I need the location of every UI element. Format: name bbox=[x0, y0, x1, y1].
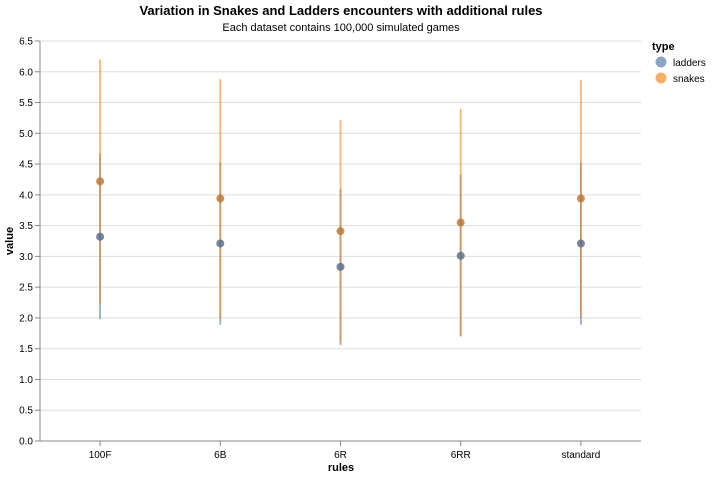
x-tick-label: 6RR bbox=[451, 450, 471, 461]
point-snakes-shade bbox=[216, 194, 225, 203]
point-ladders-shade bbox=[336, 262, 345, 271]
point-snakes bbox=[456, 218, 465, 227]
y-tick-label: 4.5 bbox=[19, 160, 33, 171]
legend-symbol-snakes bbox=[655, 72, 667, 84]
y-axis-label: value bbox=[4, 227, 16, 255]
x-tick-label: 6R bbox=[334, 450, 347, 461]
y-tick-label: 5.5 bbox=[19, 98, 33, 109]
y-tick-label: 2.5 bbox=[19, 283, 33, 294]
point-snakes-shade bbox=[576, 194, 585, 203]
y-tick-label: 1.0 bbox=[19, 375, 33, 386]
x-tick-label: standard bbox=[561, 450, 600, 461]
point-ladders-shade bbox=[96, 232, 105, 241]
y-tick-label: 6.0 bbox=[19, 67, 33, 78]
x-tick-label: 100F bbox=[89, 450, 112, 461]
y-tick-label: 4.0 bbox=[19, 190, 33, 201]
point-ladders bbox=[96, 232, 105, 241]
point-ladders-shade bbox=[216, 239, 225, 248]
point-snakes-shade bbox=[96, 177, 105, 186]
point-snakes-shade bbox=[336, 227, 345, 236]
legend-label-snakes: snakes bbox=[673, 74, 705, 85]
point-ladders-shade bbox=[456, 251, 465, 260]
x-axis-label: rules bbox=[328, 462, 354, 474]
point-snakes bbox=[336, 227, 345, 236]
point-ladders bbox=[456, 251, 465, 260]
mean-points bbox=[96, 177, 585, 271]
legend-label-ladders: ladders bbox=[673, 58, 706, 69]
y-tick-label: 0.0 bbox=[19, 437, 33, 448]
y-tick-label: 3.0 bbox=[19, 252, 33, 263]
x-tick-label: 6B bbox=[214, 450, 227, 461]
chart-subtitle: Each dataset contains 100,000 simulated … bbox=[222, 22, 460, 34]
chart-title: Variation in Snakes and Ladders encounte… bbox=[139, 3, 542, 18]
point-snakes bbox=[96, 177, 105, 186]
point-ladders bbox=[216, 239, 225, 248]
axes: 0.0 0.5 1.0 1.5 2.0 2.5 3.0 3.5 4.0 4.5 5.0 5.5 6.0 6… bbox=[19, 37, 641, 461]
legend-symbol-ladders bbox=[655, 56, 667, 68]
point-ladders bbox=[336, 262, 345, 271]
legend-title: type bbox=[652, 41, 675, 53]
point-ladders bbox=[576, 239, 585, 248]
point-snakes-shade bbox=[456, 218, 465, 227]
point-ladders-shade bbox=[576, 239, 585, 248]
point-snakes bbox=[216, 194, 225, 203]
y-tick-label: 5.0 bbox=[19, 129, 33, 140]
y-tick-label: 1.5 bbox=[19, 344, 33, 355]
y-tick-label: 6.5 bbox=[19, 37, 33, 48]
y-tick-label: 0.5 bbox=[19, 406, 33, 417]
legend: type ladders snakes bbox=[652, 41, 706, 85]
y-tick-label: 2.0 bbox=[19, 313, 33, 324]
point-snakes bbox=[576, 194, 585, 203]
y-tick-label: 3.5 bbox=[19, 221, 33, 232]
